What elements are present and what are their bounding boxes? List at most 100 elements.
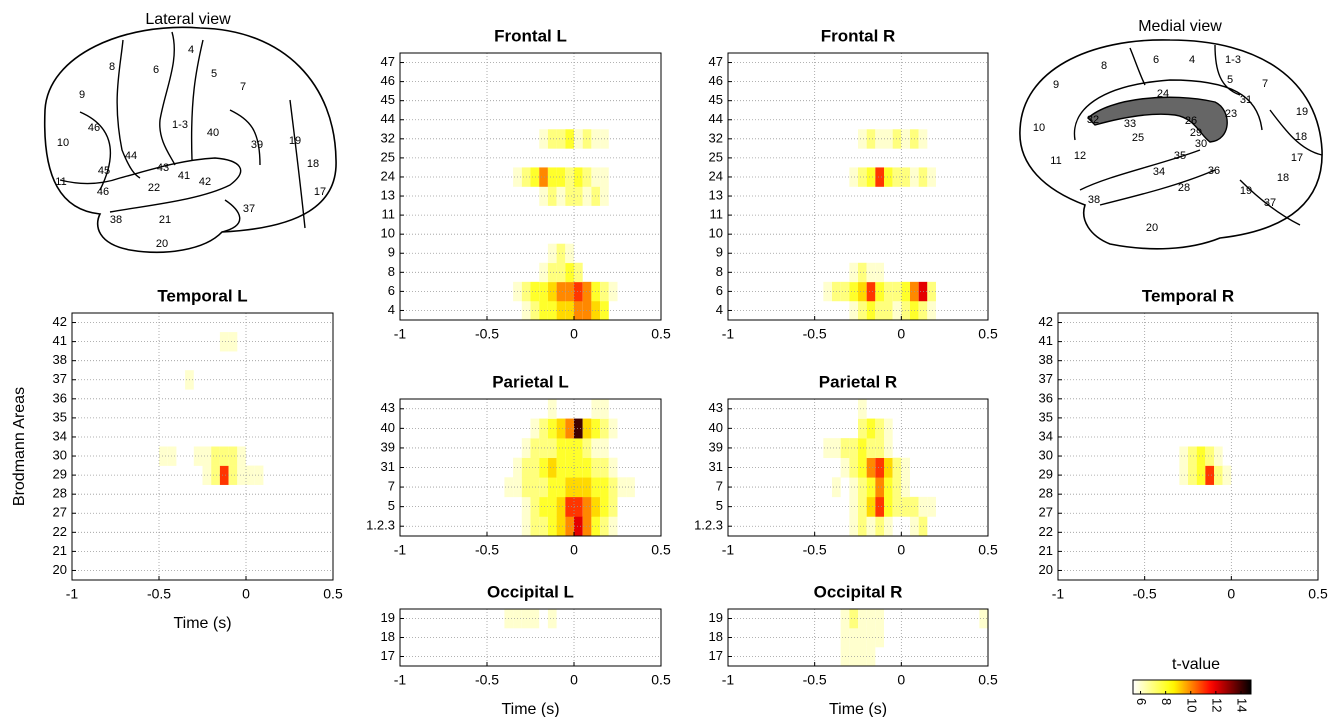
brain-area-label: 40 [207,127,219,139]
y-tick-label: 8 [716,264,723,279]
brain-area-label: 46 [88,122,100,134]
heat-cell [884,300,893,321]
y-tick-label: 39 [709,439,723,454]
plot-frame [71,312,334,581]
heat-cell [866,477,876,498]
y-tick-label: 28 [53,486,67,501]
heat-cell [849,167,858,187]
heat-cell [858,281,867,302]
y-tick-label: 32 [381,130,395,145]
heat-cell [228,446,238,466]
brain-area-label: 36 [1208,165,1220,177]
brain-area-label: 6 [1153,54,1159,66]
heat-cell [582,129,592,149]
heat-cell [866,281,876,302]
heat-cell [539,300,548,321]
y-tick-label: 22 [1039,524,1053,539]
heat-cell [556,496,566,517]
y-tick-label: 19 [381,610,395,625]
heat-cell [565,186,574,206]
heat-cell [1188,446,1197,466]
y-tick-label: 40 [709,420,723,435]
y-tick-label: 20 [53,562,67,577]
heat-cell [574,129,583,149]
heat-cell [159,446,168,466]
y-tick-label: 34 [53,428,67,443]
plot-frame [727,398,989,537]
heat-cell [582,438,592,459]
colorbar [1132,679,1252,695]
sulcus [59,31,306,233]
heat-cell [556,186,566,206]
brain-area-label: 34 [1153,166,1165,178]
heat-cell [556,281,566,302]
panel-title: Occipital L [487,582,574,601]
y-tick-label: 40 [381,420,395,435]
heat-cell [875,300,884,321]
heat-cell [547,457,557,478]
heat-cell [565,129,574,149]
heat-cell [582,516,592,537]
colorbar-tick-label: 10 [1184,698,1199,712]
x-tick-label: 0 [570,542,578,558]
heat-cell [927,167,936,187]
heat-cell [574,300,583,321]
plot-frame [399,52,662,321]
heat-cell [866,609,876,629]
y-tick-label: 18 [709,629,723,644]
y-tick-label: 8 [388,264,395,279]
heat-cell [556,516,566,537]
heat-cell [556,129,566,149]
brain-area-label: 43 [157,162,169,174]
y-tick-label: 25 [709,149,723,164]
heat-cell [565,438,574,459]
colorbar-title: t-value [1172,656,1220,673]
y-tick-label: 11 [382,207,396,222]
x-tick-label: -1 [66,586,79,602]
brain-area-label: 32 [1087,114,1099,126]
plot-frame [727,52,989,321]
panel-title: Parietal L [492,372,569,391]
heat-cell [875,457,884,478]
brain-area-label: 26 [1185,115,1197,127]
heat-cell [884,516,893,537]
heat-cell [884,129,893,149]
heat-cell [884,281,893,302]
y-axis-label: Brodmann Areas [11,387,28,506]
heat-cell [866,457,876,478]
y-tick-label: 35 [53,409,67,424]
heat-cell [539,281,548,302]
heat-cell [219,332,229,352]
y-tick-label: 9 [716,245,723,260]
brain-area-label: 4 [188,44,194,56]
panel-title: Temporal L [157,286,247,305]
y-tick-label: 6 [716,283,723,298]
heat-cell [582,418,592,439]
panel-title: Occipital R [814,582,903,601]
heat-cell [849,496,858,517]
heat-cell [547,129,557,149]
heat-cell [858,418,867,439]
heat-cell [1205,446,1214,466]
y-tick-label: 11 [710,207,724,222]
y-tick-label: 31 [709,459,723,474]
y-tick-label: 7 [716,479,723,494]
heat-cell [539,129,548,149]
brain-area-label: 19 [1296,106,1308,118]
y-tick-label: 42 [53,314,67,329]
heat-cell [875,262,884,283]
y-tick-label: 4 [716,302,723,317]
heat-cell [547,609,557,629]
heat-cell [1179,446,1188,466]
y-tick-label: 41 [1039,333,1053,348]
y-tick-label: 29 [53,467,67,482]
heat-cell [574,516,583,537]
brain-area-label: 20 [1146,222,1158,234]
y-tick-label: 38 [53,352,67,367]
plot-frame [1057,312,1319,581]
brain-area-label: 17 [314,186,326,198]
brain-area-label: 30 [1195,138,1207,150]
heat-cell [849,516,858,537]
y-tick-label: 46 [381,73,395,88]
heat-cell [547,418,557,439]
